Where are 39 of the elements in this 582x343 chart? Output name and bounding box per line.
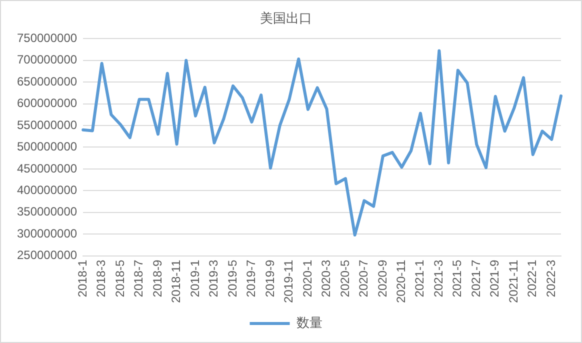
x-tick-label: 2019-3 <box>206 260 221 298</box>
y-tick-label: 700000000 <box>16 52 78 67</box>
x-tick-label: 2019-7 <box>244 260 258 298</box>
x-tick-label: 2020-3 <box>319 260 334 298</box>
y-tick-label: 400000000 <box>16 182 78 197</box>
x-tick-label: 2022-1 <box>525 260 540 298</box>
x-tick-label: 2019-5 <box>225 260 240 298</box>
x-tick-label: 2021-3 <box>431 260 446 298</box>
x-tick-label: 2018-3 <box>94 260 108 298</box>
y-tick-label: 350000000 <box>16 204 78 219</box>
x-tick-label: 2021-5 <box>450 260 464 298</box>
x-tick-label: 2020-1 <box>300 260 314 298</box>
x-tick-label: 2021-9 <box>488 260 502 298</box>
x-tick-label: 2018-11 <box>169 260 184 304</box>
y-tick-label: 750000000 <box>16 30 78 45</box>
x-tick-label: 2019-1 <box>188 260 202 298</box>
y-tick-label: 600000000 <box>16 96 78 110</box>
y-tick-label: 250000000 <box>16 248 78 262</box>
x-tick-label: 2020-9 <box>375 260 390 298</box>
x-tick-label: 2020-7 <box>356 260 371 298</box>
x-tick-label: 2019-11 <box>282 260 296 304</box>
x-tick-label: 2020-5 <box>338 260 352 298</box>
x-tick-label: 2020-11 <box>394 260 408 304</box>
x-tick-label: 2018-9 <box>150 260 164 298</box>
y-tick-label: 450000000 <box>16 161 78 176</box>
x-tick-label: 2018-5 <box>112 260 127 298</box>
y-tick-label: 650000000 <box>16 74 78 88</box>
legend-label: 数量 <box>296 315 322 330</box>
x-tick-label: 2021-11 <box>506 260 520 304</box>
x-tick-label: 2018-7 <box>132 260 146 298</box>
y-tick-label: 550000000 <box>16 118 78 132</box>
x-tick-label: 2022-3 <box>544 260 558 298</box>
x-tick-label: 2021-1 <box>412 260 427 298</box>
x-tick-label: 2021-7 <box>468 260 483 298</box>
x-tick-label: 2018-1 <box>75 260 90 298</box>
chart-title: 美国出口 <box>260 10 312 26</box>
y-tick-label: 500000000 <box>16 140 78 154</box>
y-tick-label: 300000000 <box>16 226 78 240</box>
x-tick-label: 2019-9 <box>262 260 277 298</box>
